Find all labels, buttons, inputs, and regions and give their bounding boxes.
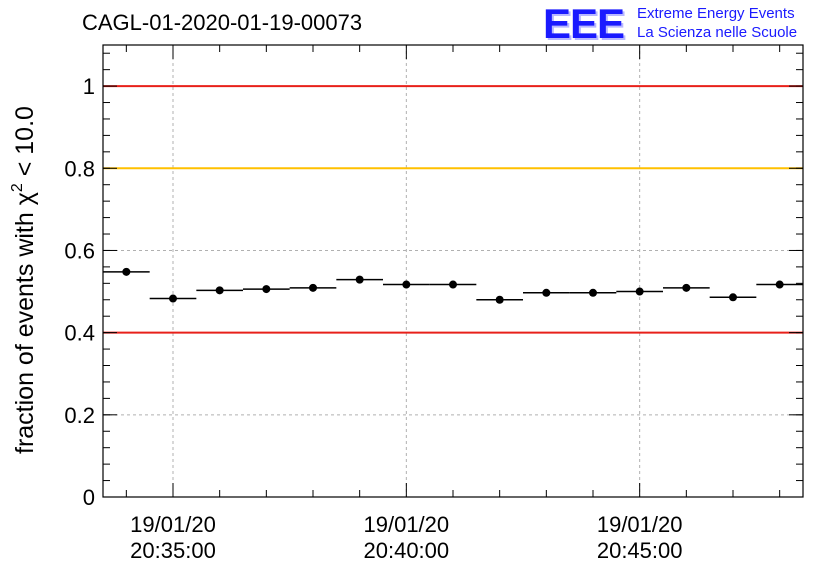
logo-line-1: Extreme Energy Events <box>637 5 795 22</box>
data-point <box>569 288 617 297</box>
data-point <box>476 295 523 304</box>
data-marker <box>542 288 551 297</box>
data-point <box>149 294 197 303</box>
data-marker <box>169 294 177 303</box>
plot-frame <box>102 44 804 498</box>
data-point <box>383 280 430 289</box>
data-point <box>616 287 663 296</box>
data-marker <box>635 287 644 296</box>
data-point <box>709 293 757 302</box>
x-tick-label-time: 20:45:00 <box>597 538 683 563</box>
x-tick-label-date: 19/01/20 <box>597 512 683 537</box>
data-marker <box>309 283 317 292</box>
data-marker <box>262 285 271 294</box>
run-title: CAGL-01-2020-01-19-00073 <box>82 10 363 35</box>
x-tick-label-time: 20:40:00 <box>364 538 450 563</box>
eee-logo-text: Extreme Energy Events La Scienza nelle S… <box>637 4 797 42</box>
y-tick-label: 0.4 <box>64 321 95 346</box>
data-marker <box>589 288 597 297</box>
x-tick-label-date: 19/01/20 <box>364 512 450 537</box>
y-tick-label: 0 <box>83 485 95 510</box>
data-marker <box>355 275 364 284</box>
axes: 00.20.40.60.8119/01/2020:35:0019/01/2020… <box>64 45 803 563</box>
data-marker <box>215 286 224 295</box>
data-point <box>243 285 290 294</box>
eee-logo-mark: EEE <box>543 0 625 47</box>
data-point <box>103 267 150 276</box>
grid <box>103 45 803 497</box>
y-tick-label: 0.2 <box>64 403 95 428</box>
y-axis-label-sup: 2 <box>9 183 26 192</box>
data-marker <box>775 280 784 289</box>
data-marker <box>402 280 411 289</box>
y-axis-label-tail: < 10.0 <box>11 106 39 183</box>
data-series <box>103 267 803 304</box>
x-tick-label-time: 20:35:00 <box>130 538 216 563</box>
data-point <box>756 280 803 289</box>
data-marker <box>729 293 737 302</box>
data-marker <box>495 295 504 304</box>
x-tick-label-date: 19/01/20 <box>130 512 216 537</box>
y-tick-label: 0.6 <box>64 238 95 263</box>
y-axis-label-main: fraction of events with χ <box>11 192 39 454</box>
data-point <box>663 283 710 292</box>
data-point <box>336 275 383 284</box>
data-point <box>523 288 570 297</box>
reference-lines <box>103 85 803 334</box>
data-point <box>196 286 243 295</box>
logo-line-2: La Scienza nelle Scuole <box>637 24 798 41</box>
data-marker <box>122 267 131 276</box>
y-axis-label: fraction of events with χ2 < 10.0 <box>9 106 39 454</box>
data-marker <box>682 283 691 292</box>
data-marker <box>449 280 457 289</box>
data-point <box>429 280 477 289</box>
y-tick-label: 1 <box>83 74 95 99</box>
y-tick-label: 0.8 <box>64 156 95 181</box>
data-point <box>289 283 337 292</box>
